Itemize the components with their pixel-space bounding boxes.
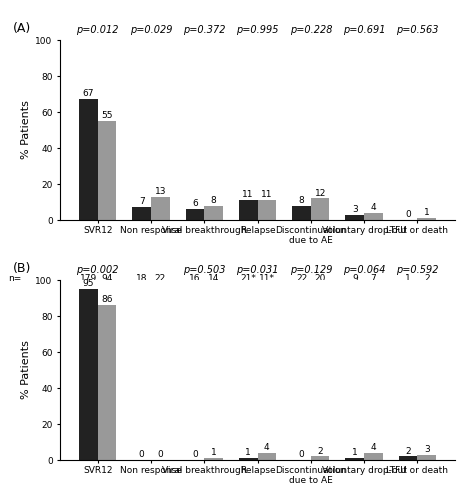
Text: 7: 7 — [138, 198, 144, 206]
Text: 95: 95 — [82, 279, 94, 288]
Text: p=0.064: p=0.064 — [342, 264, 385, 274]
Text: 16: 16 — [189, 274, 200, 283]
Text: 1: 1 — [423, 208, 429, 218]
Text: 4: 4 — [370, 203, 375, 212]
Text: 0: 0 — [157, 450, 163, 459]
Text: p=0.029: p=0.029 — [129, 24, 172, 34]
Text: 1: 1 — [404, 274, 410, 283]
Text: p=0.503: p=0.503 — [182, 264, 225, 274]
Bar — [417, 218, 435, 220]
Text: p=0.372: p=0.372 — [182, 24, 225, 34]
Text: 22: 22 — [154, 274, 165, 283]
Text: 9: 9 — [351, 274, 357, 283]
Bar — [292, 206, 310, 220]
Y-axis label: % Patients: % Patients — [21, 100, 31, 160]
Text: p=0.995: p=0.995 — [236, 24, 278, 34]
Bar — [257, 200, 275, 220]
Text: 179: 179 — [80, 274, 97, 283]
Text: p=0.563: p=0.563 — [395, 24, 438, 34]
Text: 11: 11 — [242, 190, 253, 200]
Text: 55: 55 — [101, 111, 113, 120]
Bar — [150, 196, 169, 220]
Text: p=0.592: p=0.592 — [395, 264, 438, 274]
Text: 1: 1 — [351, 448, 357, 458]
Bar — [238, 200, 257, 220]
Text: 11*: 11* — [258, 274, 274, 283]
Text: 2: 2 — [317, 446, 322, 456]
Text: 8: 8 — [298, 196, 304, 204]
Text: 1: 1 — [245, 448, 250, 458]
Text: p=0.691: p=0.691 — [342, 24, 385, 34]
Text: p=0.031: p=0.031 — [236, 264, 278, 274]
Bar — [204, 206, 222, 220]
Text: 6: 6 — [192, 200, 197, 208]
Bar — [97, 121, 116, 220]
Text: 8: 8 — [210, 196, 216, 204]
Text: p=0.012: p=0.012 — [76, 24, 119, 34]
Text: (A): (A) — [13, 22, 31, 35]
Text: p=0.129: p=0.129 — [289, 264, 332, 274]
Text: 67: 67 — [82, 90, 94, 98]
Bar — [79, 100, 97, 220]
Text: 0: 0 — [192, 450, 197, 459]
Text: p=0.002: p=0.002 — [76, 264, 119, 274]
Bar — [417, 454, 435, 460]
Bar — [345, 214, 363, 220]
Text: 3: 3 — [423, 444, 429, 454]
Bar — [79, 289, 97, 460]
Bar — [204, 458, 222, 460]
Text: 0: 0 — [138, 450, 144, 459]
Text: 20: 20 — [314, 274, 325, 283]
Text: 11: 11 — [261, 190, 272, 200]
Bar — [363, 453, 382, 460]
Text: 7: 7 — [370, 274, 375, 283]
Text: (B): (B) — [13, 262, 31, 275]
Bar — [398, 456, 417, 460]
Text: 4: 4 — [263, 443, 269, 452]
Bar — [257, 453, 275, 460]
Bar — [238, 458, 257, 460]
Y-axis label: % Patients: % Patients — [21, 340, 31, 400]
Text: 21*: 21* — [240, 274, 256, 283]
Bar — [310, 198, 329, 220]
Text: 12: 12 — [314, 188, 325, 198]
Bar — [185, 209, 204, 220]
Text: 4: 4 — [370, 443, 375, 452]
Text: 2: 2 — [423, 274, 429, 283]
Text: 14: 14 — [207, 274, 219, 283]
Bar — [345, 458, 363, 460]
Bar — [132, 208, 150, 220]
Text: 2: 2 — [404, 446, 410, 456]
Text: 94: 94 — [101, 274, 113, 283]
Text: 22: 22 — [295, 274, 307, 283]
Text: 18: 18 — [136, 274, 147, 283]
Bar — [363, 213, 382, 220]
Text: n=: n= — [7, 274, 21, 283]
Text: 1: 1 — [210, 448, 216, 458]
Text: 0: 0 — [404, 210, 410, 219]
Text: p=0.228: p=0.228 — [289, 24, 332, 34]
Text: 0: 0 — [298, 450, 304, 459]
Bar — [310, 456, 329, 460]
Bar — [97, 305, 116, 460]
Text: 86: 86 — [101, 296, 113, 304]
Text: 13: 13 — [154, 186, 166, 196]
Text: 3: 3 — [351, 204, 357, 214]
